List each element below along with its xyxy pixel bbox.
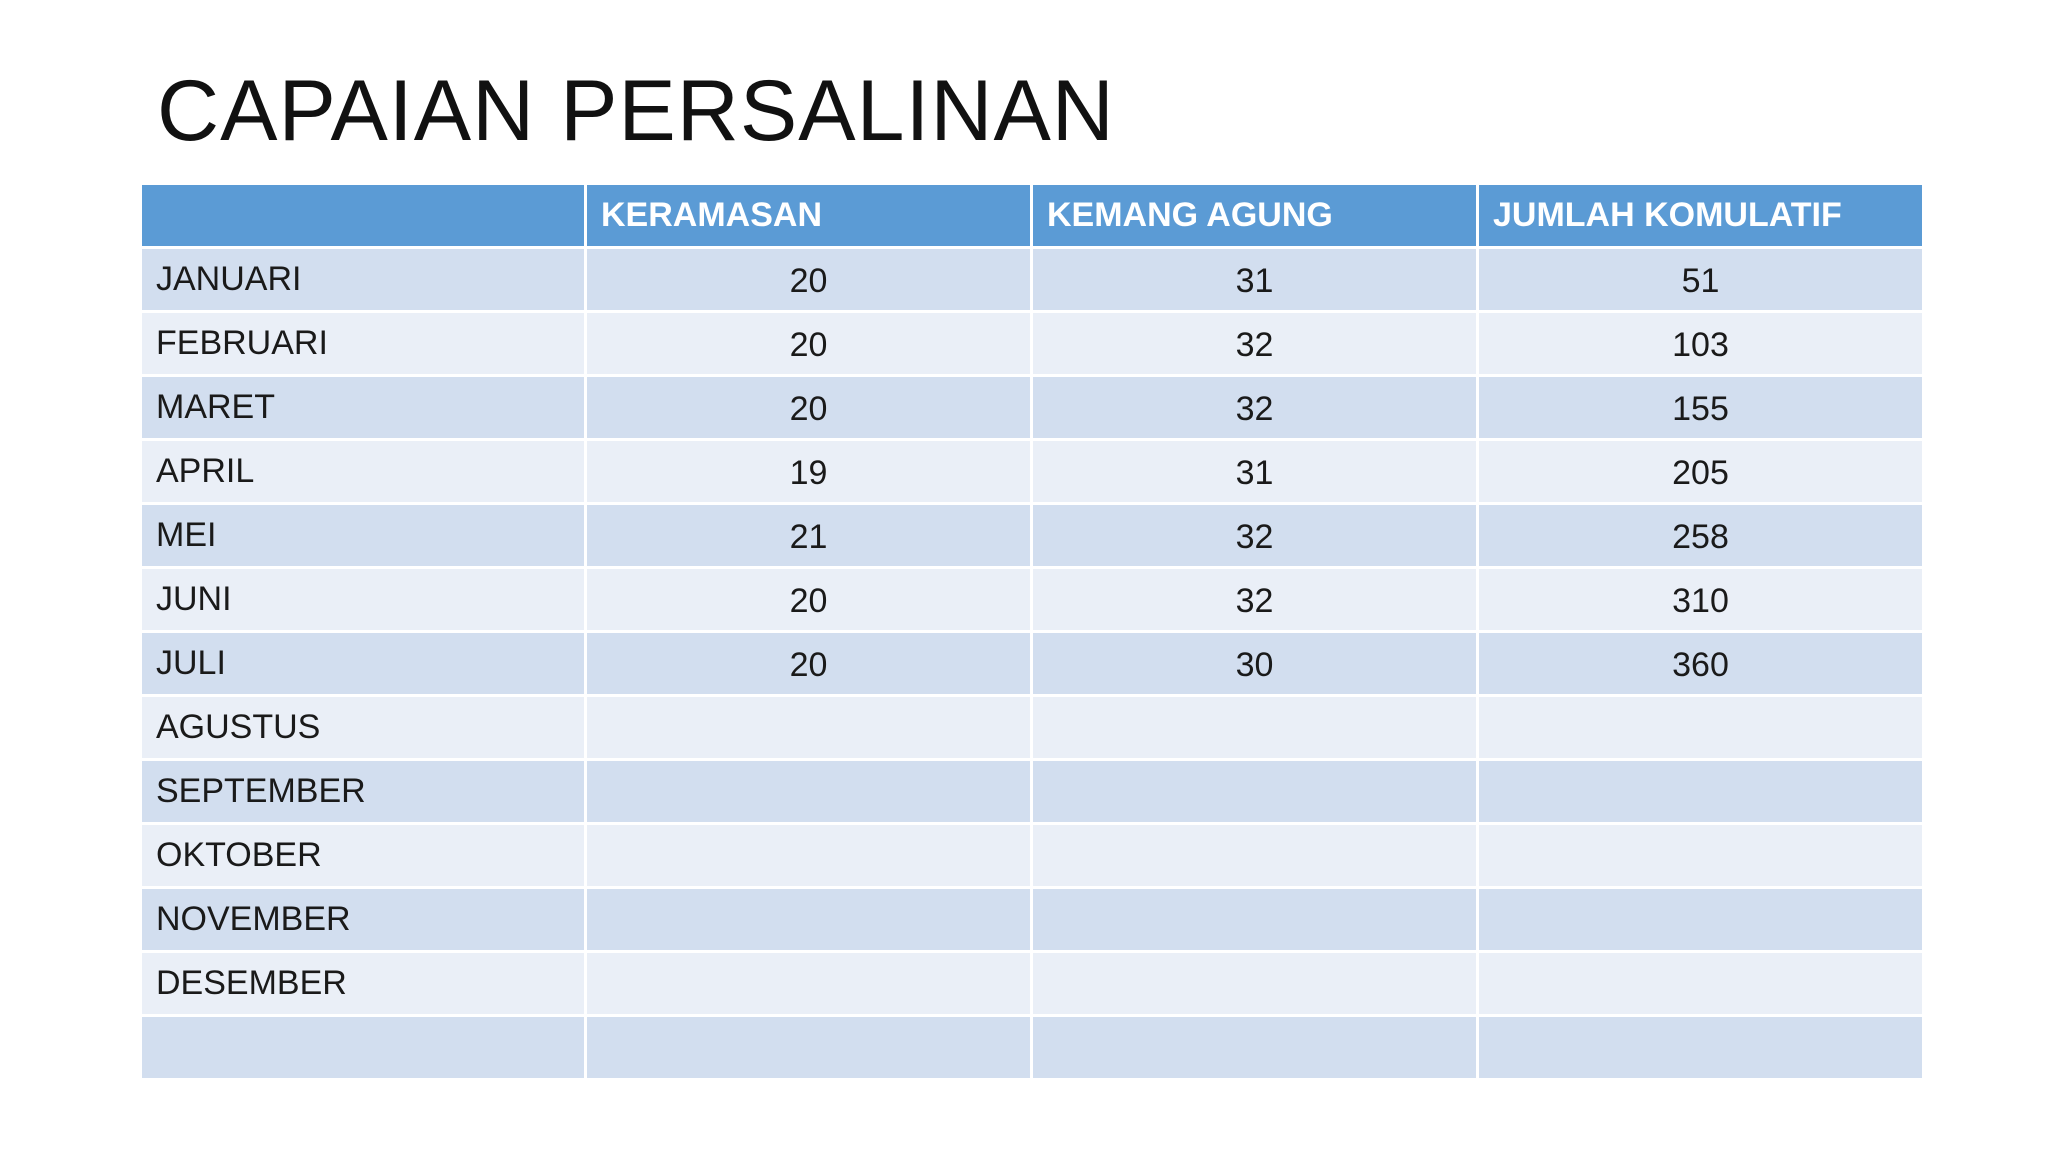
jumlah-komulatif-cell: 205 [1479,441,1922,502]
kemang-agung-cell [1033,953,1476,1014]
month-cell: JUNI [142,569,584,630]
kemang-agung-cell: 32 [1033,505,1476,566]
table-body: JANUARI 20 31 51 FEBRUARI 20 32 103 MARE… [142,249,1922,1078]
jumlah-komulatif-cell [1479,1017,1922,1078]
keramasan-cell: 20 [587,313,1030,374]
keramasan-cell: 21 [587,505,1030,566]
header-keramasan: KERAMASAN [587,185,1030,246]
kemang-agung-cell: 32 [1033,377,1476,438]
table-row: JUNI 20 32 310 [142,569,1922,630]
jumlah-komulatif-cell [1479,953,1922,1014]
jumlah-komulatif-cell [1479,889,1922,950]
table-row: OKTOBER [142,825,1922,886]
table-row: NOVEMBER [142,889,1922,950]
month-cell: APRIL [142,441,584,502]
keramasan-cell: 20 [587,569,1030,630]
month-cell: NOVEMBER [142,889,584,950]
slide-title: CAPAIAN PERSALINAN [157,63,1115,159]
keramasan-cell [587,889,1030,950]
keramasan-cell [587,953,1030,1014]
table-row: AGUSTUS [142,697,1922,758]
keramasan-cell: 19 [587,441,1030,502]
month-cell [142,1017,584,1078]
table-row: DESEMBER [142,953,1922,1014]
table-row: JANUARI 20 31 51 [142,249,1922,310]
table-row: SEPTEMBER [142,761,1922,822]
month-cell: JANUARI [142,249,584,310]
jumlah-komulatif-cell: 258 [1479,505,1922,566]
table-header: KERAMASAN KEMANG AGUNG JUMLAH KOMULATIF [142,185,1922,246]
kemang-agung-cell [1033,697,1476,758]
data-table: KERAMASAN KEMANG AGUNG JUMLAH KOMULATIF … [139,182,1925,1081]
keramasan-cell [587,825,1030,886]
table-row: APRIL 19 31 205 [142,441,1922,502]
keramasan-cell [587,697,1030,758]
jumlah-komulatif-cell: 310 [1479,569,1922,630]
table-row: MARET 20 32 155 [142,377,1922,438]
jumlah-komulatif-cell: 51 [1479,249,1922,310]
header-month [142,185,584,246]
month-cell: AGUSTUS [142,697,584,758]
month-cell: OKTOBER [142,825,584,886]
kemang-agung-cell: 32 [1033,569,1476,630]
kemang-agung-cell [1033,761,1476,822]
jumlah-komulatif-cell [1479,825,1922,886]
keramasan-cell [587,761,1030,822]
table-row: JULI 20 30 360 [142,633,1922,694]
kemang-agung-cell: 32 [1033,313,1476,374]
keramasan-cell [587,1017,1030,1078]
header-jumlah-komulatif: JUMLAH KOMULATIF [1479,185,1922,246]
month-cell: FEBRUARI [142,313,584,374]
header-row: KERAMASAN KEMANG AGUNG JUMLAH KOMULATIF [142,185,1922,246]
month-cell: MARET [142,377,584,438]
month-cell: MEI [142,505,584,566]
kemang-agung-cell [1033,1017,1476,1078]
jumlah-komulatif-cell [1479,697,1922,758]
jumlah-komulatif-cell: 360 [1479,633,1922,694]
table-row: FEBRUARI 20 32 103 [142,313,1922,374]
keramasan-cell: 20 [587,249,1030,310]
kemang-agung-cell [1033,825,1476,886]
kemang-agung-cell: 31 [1033,249,1476,310]
month-cell: DESEMBER [142,953,584,1014]
keramasan-cell: 20 [587,633,1030,694]
kemang-agung-cell: 30 [1033,633,1476,694]
month-cell: SEPTEMBER [142,761,584,822]
kemang-agung-cell [1033,889,1476,950]
jumlah-komulatif-cell: 103 [1479,313,1922,374]
header-kemang-agung: KEMANG AGUNG [1033,185,1476,246]
kemang-agung-cell: 31 [1033,441,1476,502]
table-row [142,1017,1922,1078]
month-cell: JULI [142,633,584,694]
table-row: MEI 21 32 258 [142,505,1922,566]
jumlah-komulatif-cell: 155 [1479,377,1922,438]
keramasan-cell: 20 [587,377,1030,438]
jumlah-komulatif-cell [1479,761,1922,822]
